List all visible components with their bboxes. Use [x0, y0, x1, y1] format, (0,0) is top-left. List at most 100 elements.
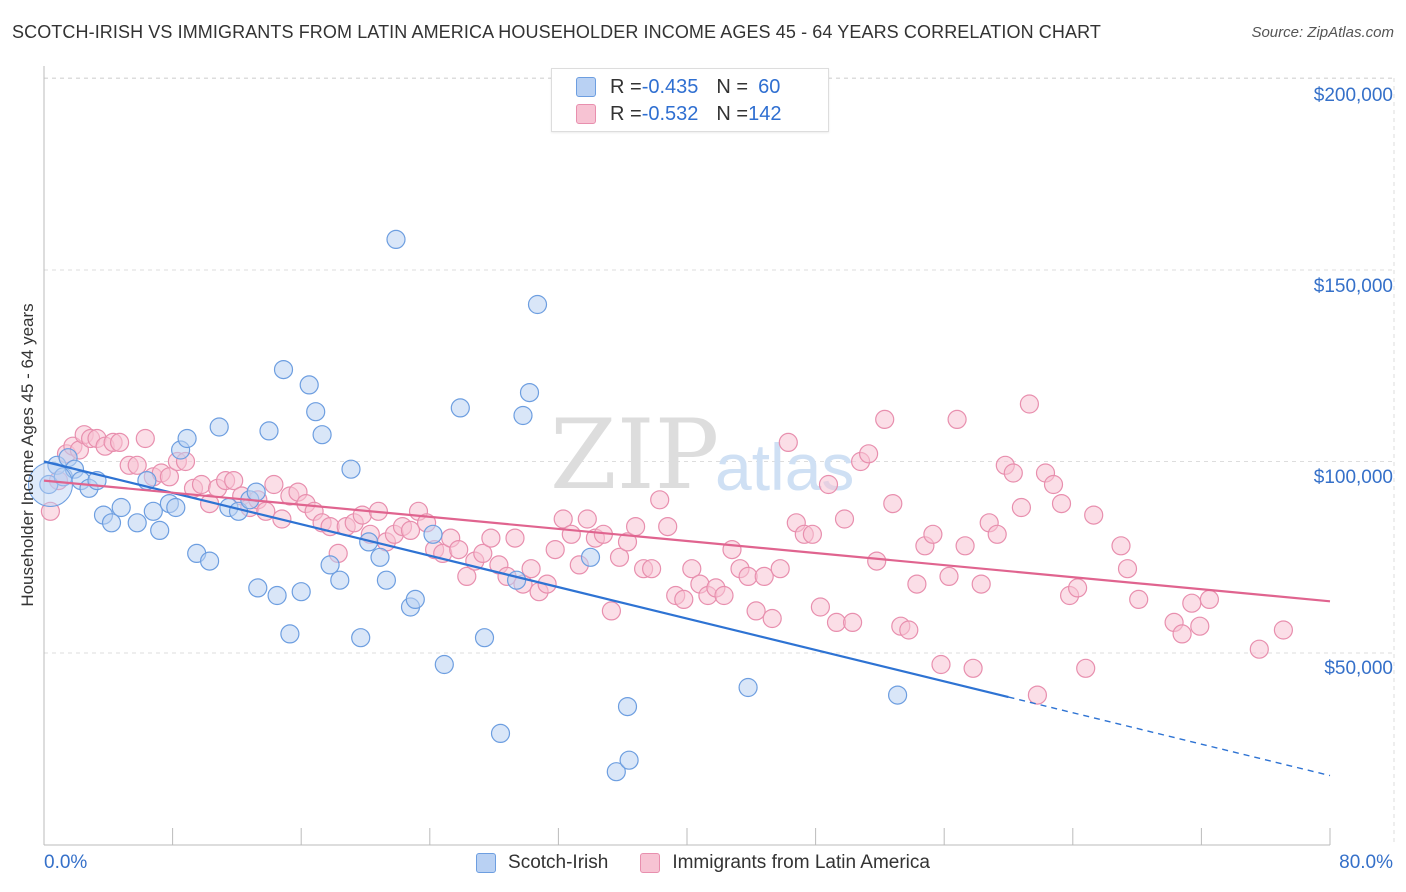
data-point	[1129, 589, 1149, 610]
legend-item-latin-america[interactable]: Immigrants from Latin America	[640, 852, 930, 874]
data-point	[312, 425, 332, 445]
data-point	[1003, 463, 1023, 483]
blue-swatch	[476, 853, 497, 873]
data-point	[519, 383, 540, 403]
data-point	[826, 612, 847, 633]
data-point	[883, 494, 903, 514]
data-point	[481, 528, 501, 548]
n-value: 60	[758, 75, 781, 98]
data-point	[810, 597, 831, 617]
data-point	[858, 444, 879, 464]
data-point	[1117, 559, 1138, 579]
data-point	[619, 750, 639, 770]
data-point	[490, 723, 511, 744]
data-point	[246, 482, 266, 502]
data-point	[101, 513, 122, 533]
pink-swatch	[640, 853, 661, 873]
data-point	[553, 509, 573, 529]
n-value: 142	[748, 102, 782, 125]
x-tick-label-max: 80.0%	[1339, 852, 1393, 873]
blue-trend-extension	[1008, 696, 1331, 777]
data-point	[650, 490, 670, 510]
data-point	[264, 474, 284, 495]
data-point	[191, 474, 212, 495]
data-point	[291, 582, 311, 602]
data-point	[617, 696, 638, 717]
data-point	[506, 570, 527, 590]
data-point	[341, 459, 361, 479]
data-point	[738, 677, 758, 698]
data-point	[947, 409, 967, 429]
data-point	[267, 585, 287, 606]
data-point	[1043, 474, 1064, 495]
data-point	[722, 539, 742, 560]
data-point	[746, 601, 766, 621]
chart-title: SCOTCH-IRISH VS IMMIGRANTS FROM LATIN AM…	[12, 22, 1101, 42]
data-point	[1051, 494, 1072, 514]
data-point	[434, 654, 454, 675]
data-point	[907, 574, 927, 594]
data-point	[682, 559, 702, 579]
data-point	[505, 528, 525, 548]
y-axis-label: Householder Income Ages 45 - 64 years	[18, 303, 37, 607]
data-point	[376, 570, 396, 590]
n-label: N =	[716, 75, 749, 98]
data-point	[931, 654, 951, 675]
pink-points	[40, 394, 1294, 705]
data-point	[457, 566, 477, 587]
data-point	[449, 539, 469, 560]
data-point	[473, 543, 493, 564]
data-point	[352, 505, 372, 525]
data-point	[1011, 497, 1032, 518]
x-tick-label-min: 0.0%	[44, 852, 88, 873]
data-point	[248, 578, 268, 598]
data-point	[259, 421, 279, 441]
n-label: N =	[716, 102, 749, 125]
data-point	[474, 628, 495, 648]
data-point	[971, 574, 991, 594]
data-point	[601, 601, 622, 621]
data-point	[899, 620, 919, 640]
data-point	[177, 428, 197, 449]
data-point	[330, 570, 350, 590]
correlation-legend: R = -0.435 N = 60 R = -0.532 N = 142	[551, 68, 829, 132]
data-point	[299, 375, 319, 395]
data-point	[738, 566, 758, 587]
data-point	[450, 398, 470, 418]
legend-row-scotch-irish: R = -0.435 N = 60	[576, 74, 780, 100]
r-value: -0.532	[641, 102, 699, 125]
data-point	[802, 524, 823, 544]
data-point	[606, 762, 626, 782]
data-point	[1199, 589, 1220, 610]
trend-lines	[43, 460, 1331, 777]
data-point	[1273, 620, 1294, 640]
source-label: Source: ZipAtlas.com	[1251, 24, 1394, 41]
data-point	[135, 428, 155, 449]
data-point	[1067, 578, 1088, 598]
pink-swatch	[576, 104, 596, 124]
data-point	[617, 532, 638, 552]
legend-label: Immigrants from Latin America	[672, 852, 930, 873]
data-point	[280, 624, 300, 644]
r-label: R =	[610, 102, 642, 125]
data-point	[770, 559, 790, 579]
data-point	[1172, 624, 1192, 644]
data-point	[875, 409, 895, 429]
y-tick-label: $150,000	[1313, 276, 1393, 297]
data-point	[40, 501, 61, 521]
data-point	[714, 585, 734, 606]
legend-item-scotch-irish[interactable]: Scotch-Irish	[476, 852, 608, 874]
legend-row-latin-america: R = -0.532 N = 142	[576, 101, 781, 127]
data-point	[1190, 616, 1210, 636]
data-point	[609, 547, 630, 567]
data-point	[1084, 505, 1104, 525]
data-point	[867, 551, 887, 571]
data-point	[545, 539, 565, 560]
data-point	[200, 551, 220, 571]
data-point	[400, 520, 421, 541]
data-point	[658, 516, 678, 537]
data-point	[527, 294, 548, 315]
y-tick-label: $200,000	[1313, 85, 1393, 106]
data-point	[580, 547, 601, 567]
